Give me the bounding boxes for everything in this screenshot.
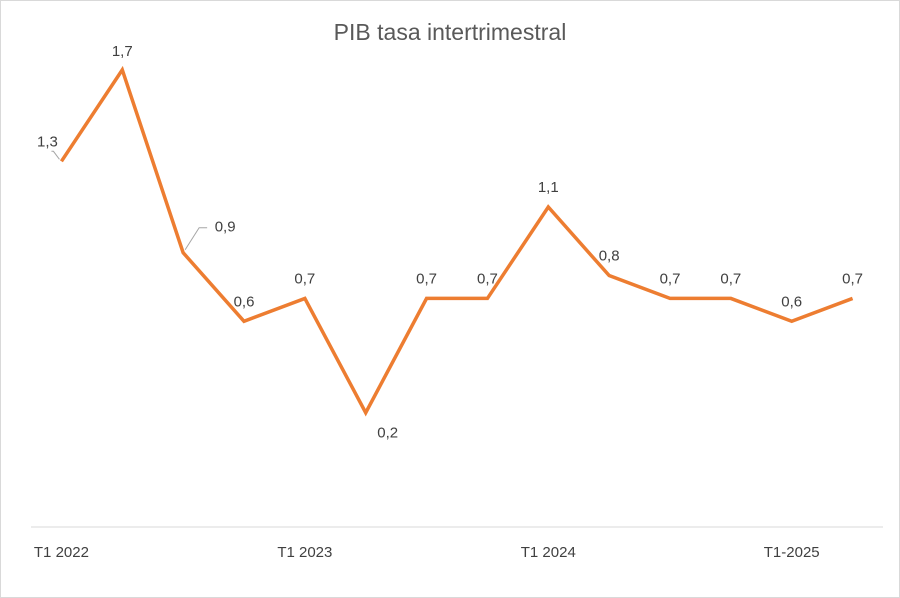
data-label: 0,6 [781, 293, 802, 310]
data-label: 0,7 [842, 270, 863, 287]
x-tick-label: T1 2022 [34, 544, 89, 561]
data-label: 1,7 [112, 43, 133, 60]
x-tick-label: T1 2024 [521, 544, 576, 561]
data-label: 0,7 [660, 270, 681, 287]
x-tick-label: T1-2025 [764, 544, 820, 561]
data-label: 0,7 [416, 270, 437, 287]
data-label: 0,7 [477, 270, 498, 287]
series-line [59, 65, 854, 417]
data-label: 0,7 [294, 270, 315, 287]
data-label: 0,6 [234, 293, 255, 310]
data-label: 0,9 [215, 219, 236, 236]
data-label: 0,2 [377, 425, 398, 442]
chart-title: PIB tasa intertrimestral [333, 19, 567, 45]
data-label: 1,1 [538, 179, 559, 196]
data-label: 1,3 [37, 133, 58, 150]
leader-line [184, 227, 208, 250]
data-label: 0,7 [720, 270, 741, 287]
x-tick-label: T1 2023 [277, 544, 332, 561]
leader-line [51, 150, 60, 160]
data-label: 0,8 [599, 248, 620, 265]
